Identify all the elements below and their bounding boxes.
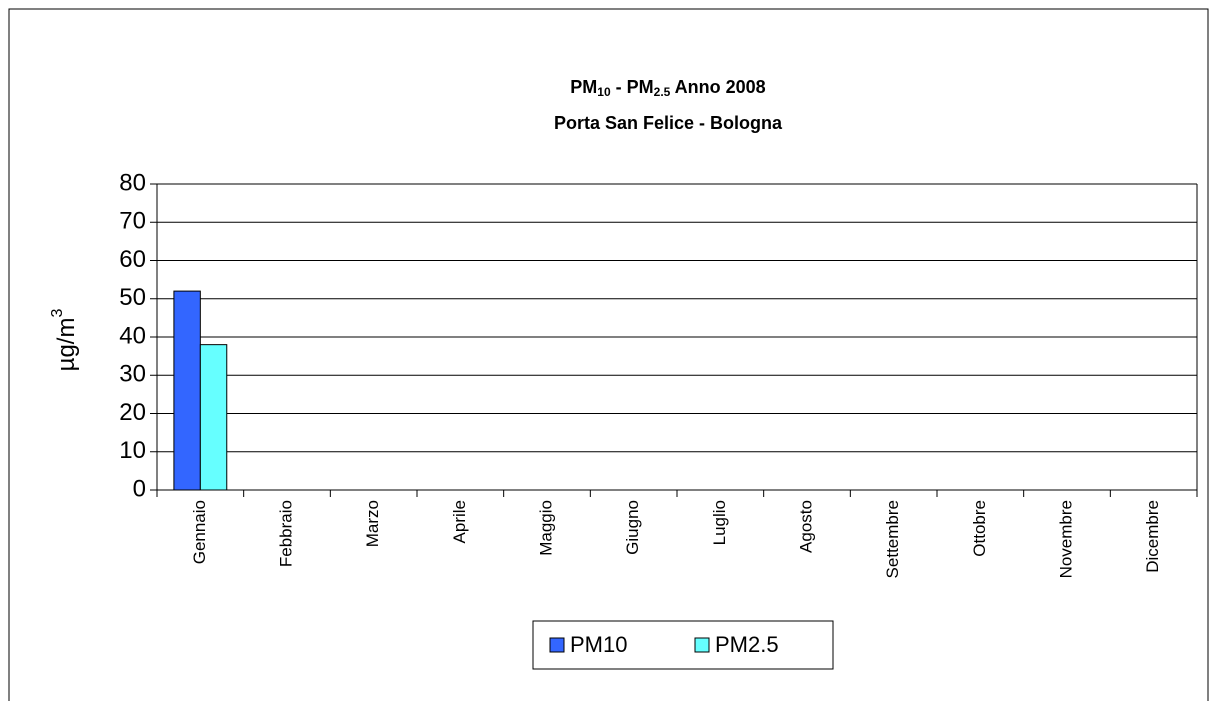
y-tick-label: 0 xyxy=(133,475,146,502)
bar xyxy=(199,344,228,491)
y-tick-label: 70 xyxy=(119,208,146,235)
y-label-part: µg/m xyxy=(53,318,80,372)
title-subscript: 10 xyxy=(597,85,611,99)
x-tick-label: Maggio xyxy=(536,500,555,556)
x-tick-label: Luglio xyxy=(710,500,729,545)
x-tick-label: Giugno xyxy=(623,500,642,555)
y-tick-label: 60 xyxy=(119,246,146,273)
title-subscript: 2.5 xyxy=(654,85,671,99)
y-tick-label: 40 xyxy=(119,322,146,349)
x-tick-label: Dicembre xyxy=(1143,500,1162,573)
x-tick-label: Aprile xyxy=(450,500,469,543)
x-tick-label: Marzo xyxy=(363,500,382,547)
y-axis-label: µg/m3 xyxy=(49,309,80,372)
y-tick-label: 30 xyxy=(119,361,146,388)
chart-title: PM10 - PM2.5 Anno 2008 xyxy=(570,77,765,99)
legend-label: PM2.5 xyxy=(715,632,779,657)
bar xyxy=(173,290,201,491)
y-tick-label: 50 xyxy=(119,284,146,311)
y-tick-label: 10 xyxy=(119,437,146,464)
x-tick-label: Febbraio xyxy=(276,500,295,567)
y-label-superscript: 3 xyxy=(49,309,66,318)
x-tick-label: Settembre xyxy=(883,500,902,578)
x-tick-label: Agosto xyxy=(796,500,815,553)
chart-subtitle: Porta San Felice - Bologna xyxy=(554,113,783,133)
legend-label: PM10 xyxy=(570,632,627,657)
title-part: Anno 2008 xyxy=(670,77,765,97)
legend-swatch xyxy=(694,637,710,653)
title-part: PM xyxy=(570,77,597,97)
x-tick-label: Novembre xyxy=(1056,500,1075,578)
legend-swatch xyxy=(549,637,565,653)
y-tick-label: 20 xyxy=(119,399,146,426)
x-tick-label: Ottobre xyxy=(970,500,989,557)
y-tick-label: 80 xyxy=(119,169,146,196)
x-tick-label: Gennaio xyxy=(190,500,209,564)
legend-box xyxy=(532,620,834,670)
title-part: - PM xyxy=(611,77,654,97)
